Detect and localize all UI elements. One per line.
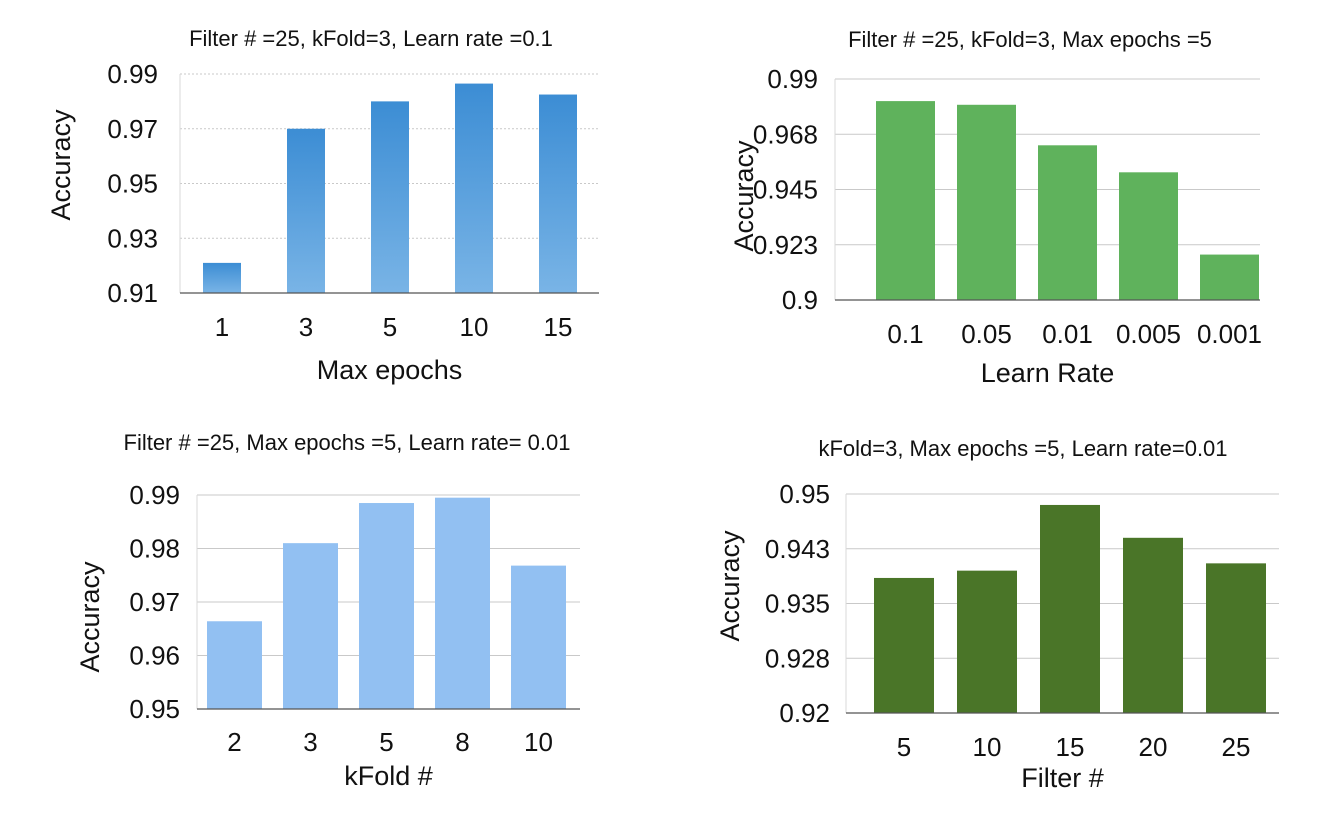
bar-0.05 (957, 104, 1016, 301)
y-tick-label: 0.92 (779, 698, 830, 728)
chart-panel-kfold: Filter # =25, Max epochs =5, Learn rate=… (0, 417, 659, 834)
x-tick-label: 0.001 (1197, 319, 1262, 349)
y-tick-label: 0.93 (107, 223, 158, 253)
x-tick-label: 5 (379, 727, 393, 757)
bar-15 (539, 94, 577, 293)
x-tick-label: 1 (215, 312, 229, 342)
x-tick-label: 10 (524, 727, 553, 757)
chart-title: Filter # =25, kFold=3, Learn rate =0.1 (189, 26, 553, 51)
chart-title: Filter # =25, kFold=3, Max epochs =5 (848, 27, 1212, 52)
y-tick-label: 0.96 (129, 641, 180, 671)
bar-10 (957, 570, 1017, 713)
x-tick-label: 25 (1222, 732, 1251, 762)
chart-title: kFold=3, Max epochs =5, Learn rate=0.01 (818, 436, 1227, 461)
bar-0.005 (1119, 172, 1178, 300)
x-axis-label: Max epochs (317, 355, 463, 385)
bar-25 (1206, 563, 1266, 713)
y-tick-label: 0.945 (753, 175, 818, 205)
y-tick-label: 0.97 (107, 114, 158, 144)
y-tick-label: 0.97 (129, 587, 180, 617)
bar-0.001 (1200, 254, 1259, 300)
y-axis-label: Accuracy (729, 140, 759, 252)
y-tick-label: 0.935 (765, 589, 830, 619)
x-tick-label: 5 (897, 732, 911, 762)
x-tick-label: 15 (1056, 732, 1085, 762)
bar-5 (371, 101, 409, 293)
x-axis-label: Learn Rate (981, 358, 1115, 388)
x-tick-label: 3 (303, 727, 317, 757)
bar-1 (203, 262, 241, 293)
chart-panel-learn-rate: Filter # =25, kFold=3, Max epochs =5 0.9 0… (659, 0, 1318, 417)
bar-2 (207, 621, 262, 709)
bar-0.1 (876, 101, 935, 300)
x-tick-label: 3 (299, 312, 313, 342)
x-tick-label: 10 (460, 312, 489, 342)
chart-panel-max-epochs: Filter # =25, kFold=3, Learn rate =0.1 0.… (0, 0, 659, 417)
y-tick-label: 0.943 (765, 534, 830, 564)
x-tick-label: 10 (973, 732, 1002, 762)
x-tick-label: 0.1 (887, 319, 923, 349)
bar-3 (283, 543, 338, 709)
x-tick-label: 2 (227, 727, 241, 757)
bar-8 (435, 497, 490, 709)
y-tick-label: 0.95 (779, 479, 830, 509)
chart-svg: kFold=3, Max epochs =5, Learn rate=0.01 0… (715, 436, 1279, 793)
bar-10 (455, 83, 493, 293)
y-tick-label: 0.99 (767, 64, 818, 94)
bar-10 (511, 565, 566, 709)
x-tick-label: 15 (544, 312, 573, 342)
bar-20 (1123, 537, 1183, 713)
bar-5 (359, 503, 414, 709)
y-axis-label: Accuracy (715, 530, 745, 642)
x-tick-label: 0.01 (1042, 319, 1093, 349)
x-axis-label: Filter # (1021, 763, 1104, 793)
y-tick-label: 0.9 (782, 285, 818, 315)
x-tick-label: 5 (383, 312, 397, 342)
y-tick-label: 0.968 (753, 119, 818, 149)
y-axis-label: Accuracy (46, 109, 76, 221)
x-tick-label: 0.05 (961, 319, 1012, 349)
bar-15 (1040, 504, 1100, 713)
chart-svg: Filter # =25, kFold=3, Learn rate =0.1 0.… (46, 26, 599, 385)
chart-panel-filter: kFold=3, Max epochs =5, Learn rate=0.01 0… (659, 417, 1318, 834)
y-tick-label: 0.95 (129, 694, 180, 724)
bar-0.01 (1038, 145, 1097, 300)
bar-5 (874, 577, 934, 713)
chart-svg: Filter # =25, kFold=3, Max epochs =5 0.9 0… (729, 27, 1262, 388)
y-tick-label: 0.99 (107, 59, 158, 89)
y-tick-label: 0.95 (107, 169, 158, 199)
y-tick-label: 0.923 (753, 230, 818, 260)
chart-title: Filter # =25, Max epochs =5, Learn rate=… (124, 430, 571, 455)
x-tick-label: 20 (1139, 732, 1168, 762)
y-axis-label: Accuracy (75, 561, 105, 673)
x-axis-label: kFold # (344, 761, 433, 791)
y-tick-label: 0.91 (107, 278, 158, 308)
y-tick-label: 0.99 (129, 480, 180, 510)
y-tick-label: 0.928 (765, 643, 830, 673)
x-tick-label: 0.005 (1116, 319, 1181, 349)
x-tick-label: 8 (455, 727, 469, 757)
y-tick-label: 0.98 (129, 534, 180, 564)
bar-3 (287, 128, 325, 293)
chart-svg: Filter # =25, Max epochs =5, Learn rate=… (75, 430, 580, 791)
